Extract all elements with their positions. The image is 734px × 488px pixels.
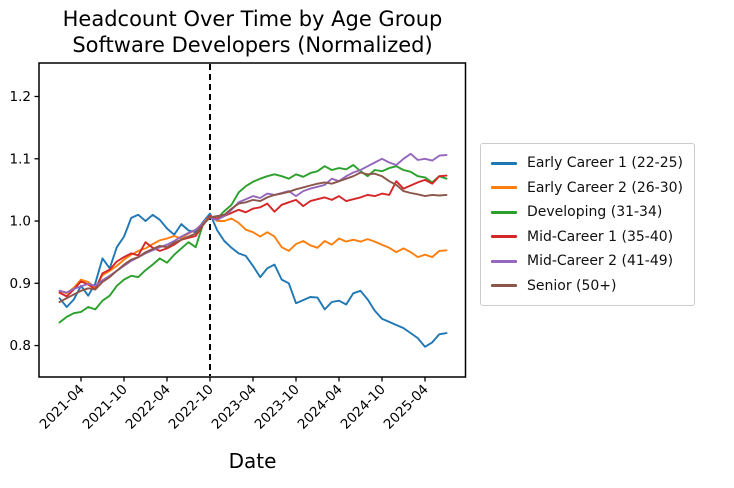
- legend-item-label: Early Career 2 (26-30): [527, 179, 684, 196]
- legend-line-swatch: [491, 284, 517, 288]
- x-tick-label: 2024-10: [338, 382, 389, 433]
- chart-title-line1: Headcount Over Time by Age Group: [62, 7, 443, 31]
- legend-item-label: Early Career 1 (22-25): [527, 155, 684, 172]
- chart-title: Headcount Over Time by Age Group Softwar…: [0, 6, 505, 58]
- y-tick-label: 1.0: [10, 214, 31, 230]
- x-tick-label: 2022-10: [166, 382, 217, 433]
- legend-line-swatch: [491, 259, 517, 263]
- legend-item-label: Mid-Career 2 (41-49): [527, 253, 674, 270]
- legend-item: Early Career 2 (26-30): [491, 176, 683, 201]
- x-tick-label: 2025-04: [381, 382, 432, 433]
- y-tick-label: 1.2: [10, 89, 31, 105]
- x-tick-label: 2021-10: [80, 382, 131, 433]
- series-line-senior-50: [58, 171, 448, 303]
- x-tick-label: 2024-04: [295, 382, 346, 433]
- y-tick-label: 0.9: [10, 276, 31, 292]
- legend-item-label: Mid-Career 1 (35-40): [527, 228, 674, 245]
- legend-item: Mid-Career 2 (41-49): [491, 249, 683, 274]
- series-line-mid-career-2-41-49: [58, 152, 448, 294]
- x-tick-label: 2023-04: [209, 382, 260, 433]
- legend-item: Developing (31-34): [491, 200, 683, 225]
- series-line-early-career-1-22-25: [58, 212, 448, 348]
- legend-item-label: Developing (31-34): [527, 204, 663, 221]
- y-tick-label: 0.8: [10, 338, 31, 354]
- x-tick-label: 2021-04: [37, 382, 88, 433]
- chart-title-line2: Software Developers (Normalized): [72, 33, 433, 57]
- legend-line-swatch: [491, 161, 517, 165]
- x-tick-label: 2022-04: [123, 382, 174, 433]
- x-axis-label: Date: [228, 449, 277, 473]
- legend-item: Senior (50+): [491, 274, 683, 299]
- x-tick-label: 2023-10: [252, 382, 303, 433]
- legend-line-swatch: [491, 210, 517, 214]
- legend-item-label: Senior (50+): [527, 277, 617, 294]
- series-line-mid-career-1-35-40: [58, 174, 448, 298]
- series-line-developing-31-34: [58, 164, 448, 324]
- plot-border: [38, 62, 467, 378]
- legend-line-swatch: [491, 186, 517, 190]
- series-line-early-career-2-26-30: [58, 215, 448, 295]
- legend-line-swatch: [491, 235, 517, 239]
- legend: Early Career 1 (22-25) Early Career 2 (26…: [480, 143, 696, 306]
- legend-item: Mid-Career 1 (35-40): [491, 225, 683, 250]
- y-tick-label: 1.1: [10, 151, 31, 167]
- legend-item: Early Career 1 (22-25): [491, 151, 683, 176]
